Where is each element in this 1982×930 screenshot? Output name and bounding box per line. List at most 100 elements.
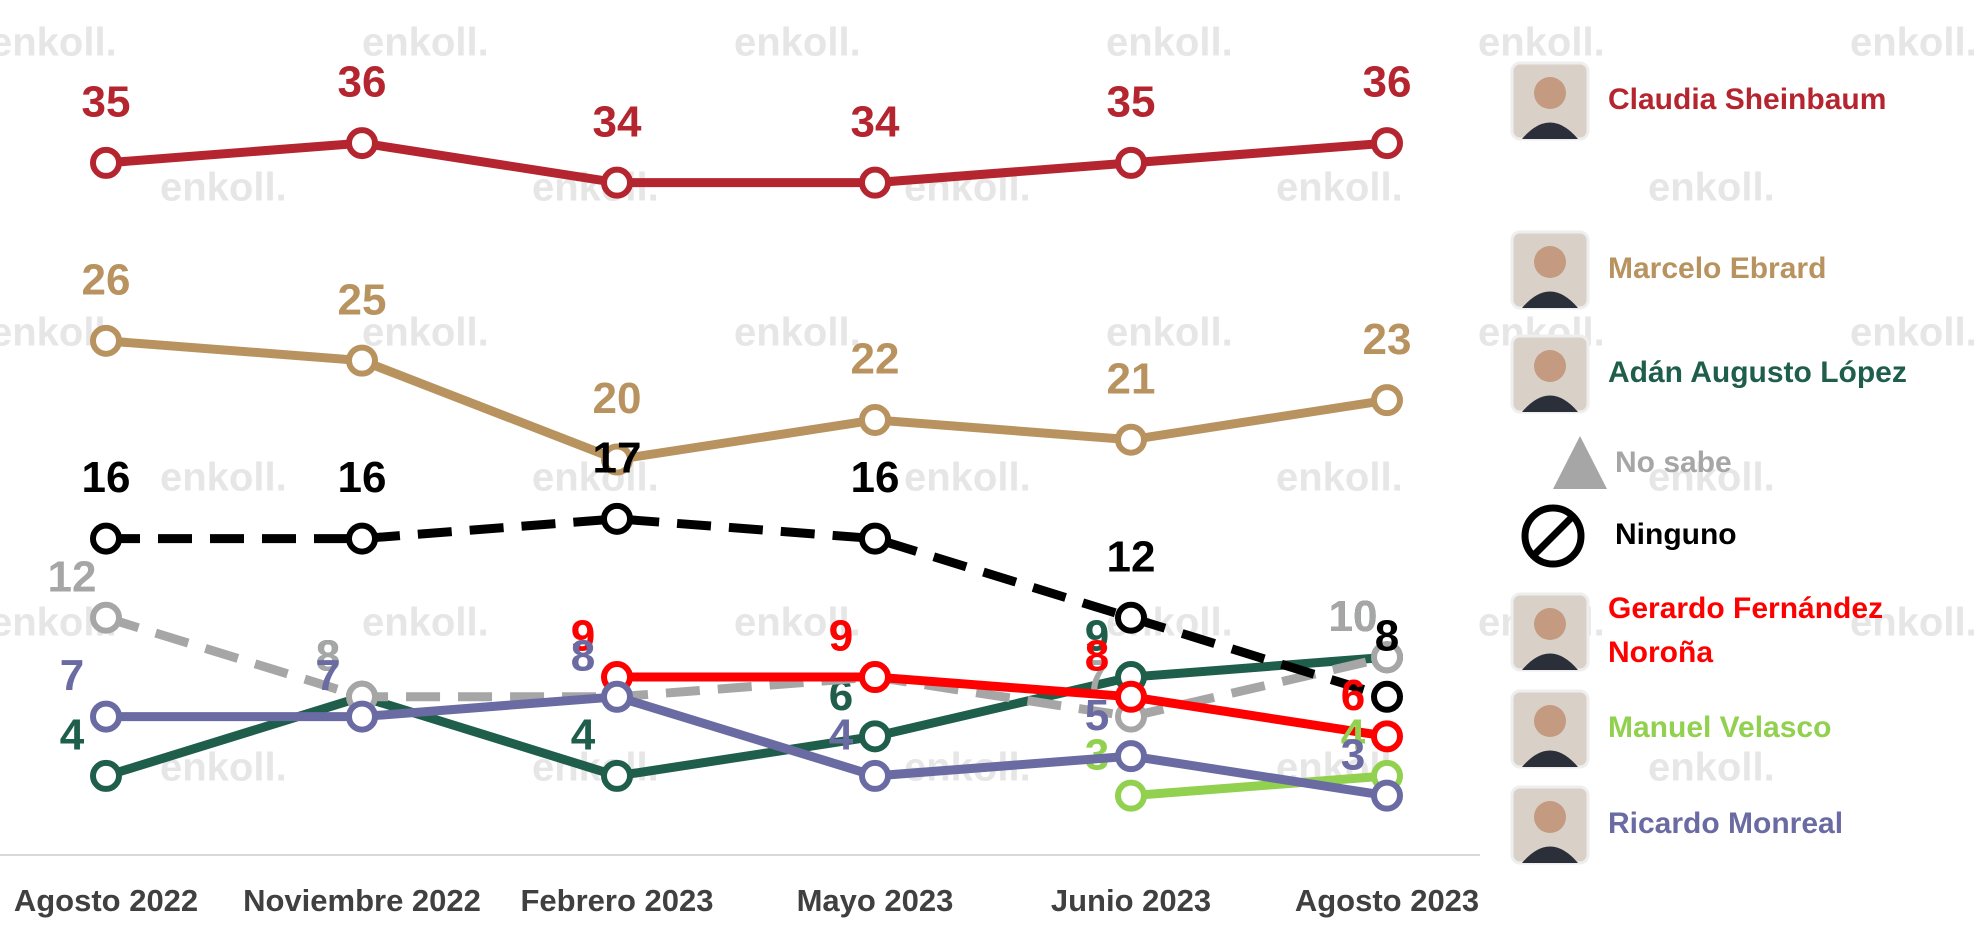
point [93,328,119,354]
data-label: 10 [1329,592,1378,641]
legend-label: Ninguno [1615,518,1737,551]
legend-label: No sabe [1615,446,1732,479]
legend-item: Adán Augusto López [1512,336,1907,412]
point [1374,684,1400,710]
point [1374,723,1400,749]
watermark: enkoll. [1106,21,1233,65]
x-tick-label: Mayo 2023 [797,883,954,918]
data-label: 16 [851,453,900,502]
legend-label: Adán Augusto López [1608,356,1907,389]
point [862,170,888,196]
x-tick-label: Febrero 2023 [521,883,714,918]
legend-item: Gerardo Fernández Noroña [1512,592,1883,670]
page: enkoll. enkoll. enkoll. enkoll. enkoll. enkol… [0,0,1982,930]
point [93,526,119,552]
watermark: enkoll. [362,601,489,645]
data-label: 12 [48,552,97,601]
legend-label-line: Noroña [1608,636,1713,669]
data-label: 16 [338,453,387,502]
data-label: 3 [1341,730,1365,779]
data-label: 23 [1363,315,1412,364]
series-line [106,341,1387,460]
point [604,684,630,710]
data-label: 35 [82,78,131,127]
watermark: enkoll. [1850,311,1977,355]
series-line [106,697,1387,796]
data-label: 12 [1107,532,1156,581]
x-tick-label: Agosto 2023 [1295,883,1479,918]
legend-photo-face [1534,608,1566,640]
data-label: 9 [829,612,853,661]
watermark: enkoll. [160,456,287,500]
legend-label: Gerardo Fernández Noroña [1608,592,1883,669]
point [1118,150,1144,176]
data-label: 4 [571,711,596,760]
data-label: 16 [82,453,131,502]
point [604,170,630,196]
series-line [106,143,1387,183]
legend-icon [1535,518,1571,554]
watermark: enkoll. [1648,746,1775,790]
legend-label: Marcelo Ebrard [1608,252,1826,285]
watermark: enkoll. [1276,166,1403,210]
point [1118,783,1144,809]
point [604,763,630,789]
point [93,150,119,176]
data-label: 7 [60,651,84,700]
point [349,526,375,552]
point [862,723,888,749]
point [1374,130,1400,156]
legend-photo-face [1534,705,1566,737]
watermark: enkoll. [734,311,861,355]
point [1374,387,1400,413]
watermark: enkoll. [1276,456,1403,500]
point [1118,605,1144,631]
watermark: enkoll. [160,166,287,210]
point [349,130,375,156]
chart: enkoll. enkoll. enkoll. enkoll. enkoll. enkol… [0,0,1982,930]
x-tick-label: Noviembre 2022 [243,883,481,918]
point [1118,427,1144,453]
data-label: 20 [593,374,642,423]
point [1374,783,1400,809]
point [349,348,375,374]
legend-photo-face [1534,246,1566,278]
data-label: 4 [829,711,854,760]
legend-label: Manuel Velasco [1608,711,1831,744]
data-label: 8 [571,631,595,680]
legend-photo-face [1534,77,1566,109]
data-label: 35 [1107,78,1156,127]
data-label: 36 [338,58,387,107]
data-label: 22 [851,335,900,384]
point [93,605,119,631]
legend-photo-face [1534,801,1566,833]
watermark: enkoll. [734,21,861,65]
x-tick-label: Junio 2023 [1051,883,1211,918]
legend-item: Claudia Sheinbaum [1512,63,1886,139]
legend-label-line: Gerardo Fernández [1608,592,1883,625]
watermark: enkoll. [0,21,117,65]
watermark: enkoll. [904,456,1031,500]
data-label: 7 [316,651,340,700]
data-label: 34 [851,97,900,146]
data-label: 25 [338,275,387,324]
x-tick-label: Agosto 2022 [14,883,198,918]
legend-label: Claudia Sheinbaum [1608,83,1886,116]
data-label: 21 [1107,354,1156,403]
point [862,526,888,552]
data-label: 5 [1085,691,1109,740]
data-label: 17 [593,433,642,482]
point [862,407,888,433]
legend-item: Ninguno [1525,508,1737,564]
data-label: 26 [82,255,131,304]
legend-item: Marcelo Ebrard [1512,232,1826,308]
point [1118,743,1144,769]
point [93,704,119,730]
data-label: 8 [1085,631,1109,680]
point [604,506,630,532]
watermark: enkoll. [1106,311,1233,355]
point [1118,684,1144,710]
legend-photo-face [1534,350,1566,382]
watermark: enkoll. [1648,166,1775,210]
point [862,763,888,789]
